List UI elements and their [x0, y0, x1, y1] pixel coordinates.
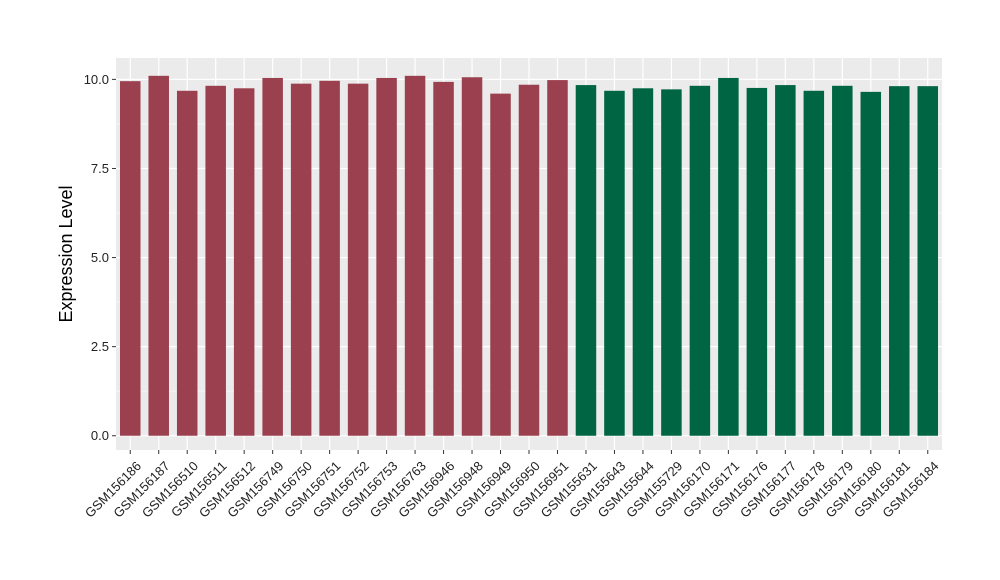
bar-GSM156752 — [347, 83, 369, 436]
bar-GSM155631 — [575, 85, 597, 436]
bar-GSM156948 — [461, 77, 483, 436]
bar-GSM156512 — [233, 88, 255, 436]
y-axis: 0.0 2.5 5.0 7.5 10.0 — [84, 72, 116, 443]
bar-GSM155643 — [604, 90, 625, 436]
y-tick-label: 2.5 — [91, 339, 109, 354]
y-tick-label: 0.0 — [91, 428, 109, 443]
bar-GSM156177 — [775, 85, 796, 436]
bar-GSM156946 — [433, 81, 454, 436]
bar-GSM156950 — [518, 84, 540, 436]
y-tick-label: 7.5 — [91, 161, 109, 176]
bar-GSM156180 — [860, 91, 882, 436]
bar-GSM156951 — [547, 80, 568, 436]
bar-GSM156751 — [319, 80, 340, 436]
bar-GSM156178 — [803, 90, 825, 436]
bar-GSM155729 — [661, 89, 682, 436]
bar-GSM156181 — [889, 86, 910, 436]
bar-GSM156511 — [205, 85, 226, 436]
bar-GSM156749 — [262, 77, 283, 436]
bar-GSM155644 — [632, 88, 654, 436]
bar-GSM156179 — [832, 85, 853, 436]
y-axis-title: Expression Level — [56, 185, 76, 322]
bar-GSM156170 — [689, 85, 711, 436]
bar-GSM156750 — [290, 83, 312, 436]
bar-GSM156171 — [718, 77, 739, 436]
bar-GSM156184 — [917, 86, 939, 436]
y-tick-label: 10.0 — [84, 72, 109, 87]
bar-GSM156949 — [490, 93, 511, 436]
y-tick-label: 5.0 — [91, 250, 109, 265]
x-axis: GSM156186GSM156187GSM156510GSM156511GSM1… — [82, 450, 942, 521]
bar-GSM156187 — [148, 75, 169, 436]
bar-GSM156176 — [746, 87, 768, 436]
bar-GSM156510 — [176, 90, 198, 436]
bar-GSM156753 — [376, 77, 397, 436]
bars — [119, 75, 939, 436]
bar-GSM156186 — [119, 81, 141, 436]
bar-GSM156763 — [404, 75, 426, 436]
